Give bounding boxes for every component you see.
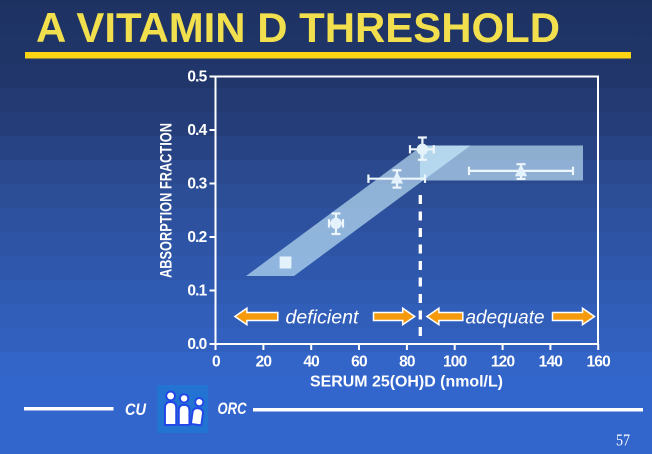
svg-text:CU: CU	[125, 401, 147, 419]
svg-text:SERUM 25(OH)D (nmol/L): SERUM 25(OH)D (nmol/L)	[310, 374, 503, 391]
svg-text:adequate: adequate	[466, 307, 545, 329]
svg-text:0.1: 0.1	[187, 283, 207, 300]
svg-text:A VITAMIN D THRESHOLD: A VITAMIN D THRESHOLD	[36, 4, 560, 51]
svg-text:0.2: 0.2	[187, 229, 206, 246]
svg-text:140: 140	[539, 354, 563, 371]
svg-text:57: 57	[616, 431, 630, 450]
svg-text:100: 100	[443, 354, 467, 371]
svg-text:20: 20	[256, 354, 272, 371]
svg-text:0.5: 0.5	[187, 69, 207, 86]
svg-text:0.3: 0.3	[187, 176, 207, 193]
svg-text:40: 40	[303, 354, 319, 371]
svg-text:ORC: ORC	[218, 400, 248, 418]
svg-text:0: 0	[212, 354, 220, 371]
svg-text:80: 80	[399, 354, 415, 371]
svg-text:120: 120	[491, 354, 515, 371]
svg-text:0.4: 0.4	[187, 122, 207, 139]
svg-text:0.0: 0.0	[187, 336, 206, 353]
svg-text:160: 160	[586, 354, 610, 371]
svg-text:60: 60	[351, 354, 367, 371]
svg-text:deficient: deficient	[286, 307, 361, 329]
svg-text:ABSORPTION FRACTION: ABSORPTION FRACTION	[157, 123, 176, 278]
